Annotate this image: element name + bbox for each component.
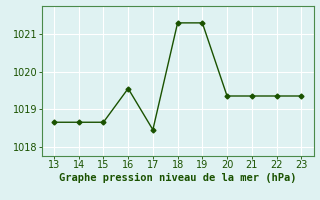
X-axis label: Graphe pression niveau de la mer (hPa): Graphe pression niveau de la mer (hPa) [59, 173, 296, 183]
